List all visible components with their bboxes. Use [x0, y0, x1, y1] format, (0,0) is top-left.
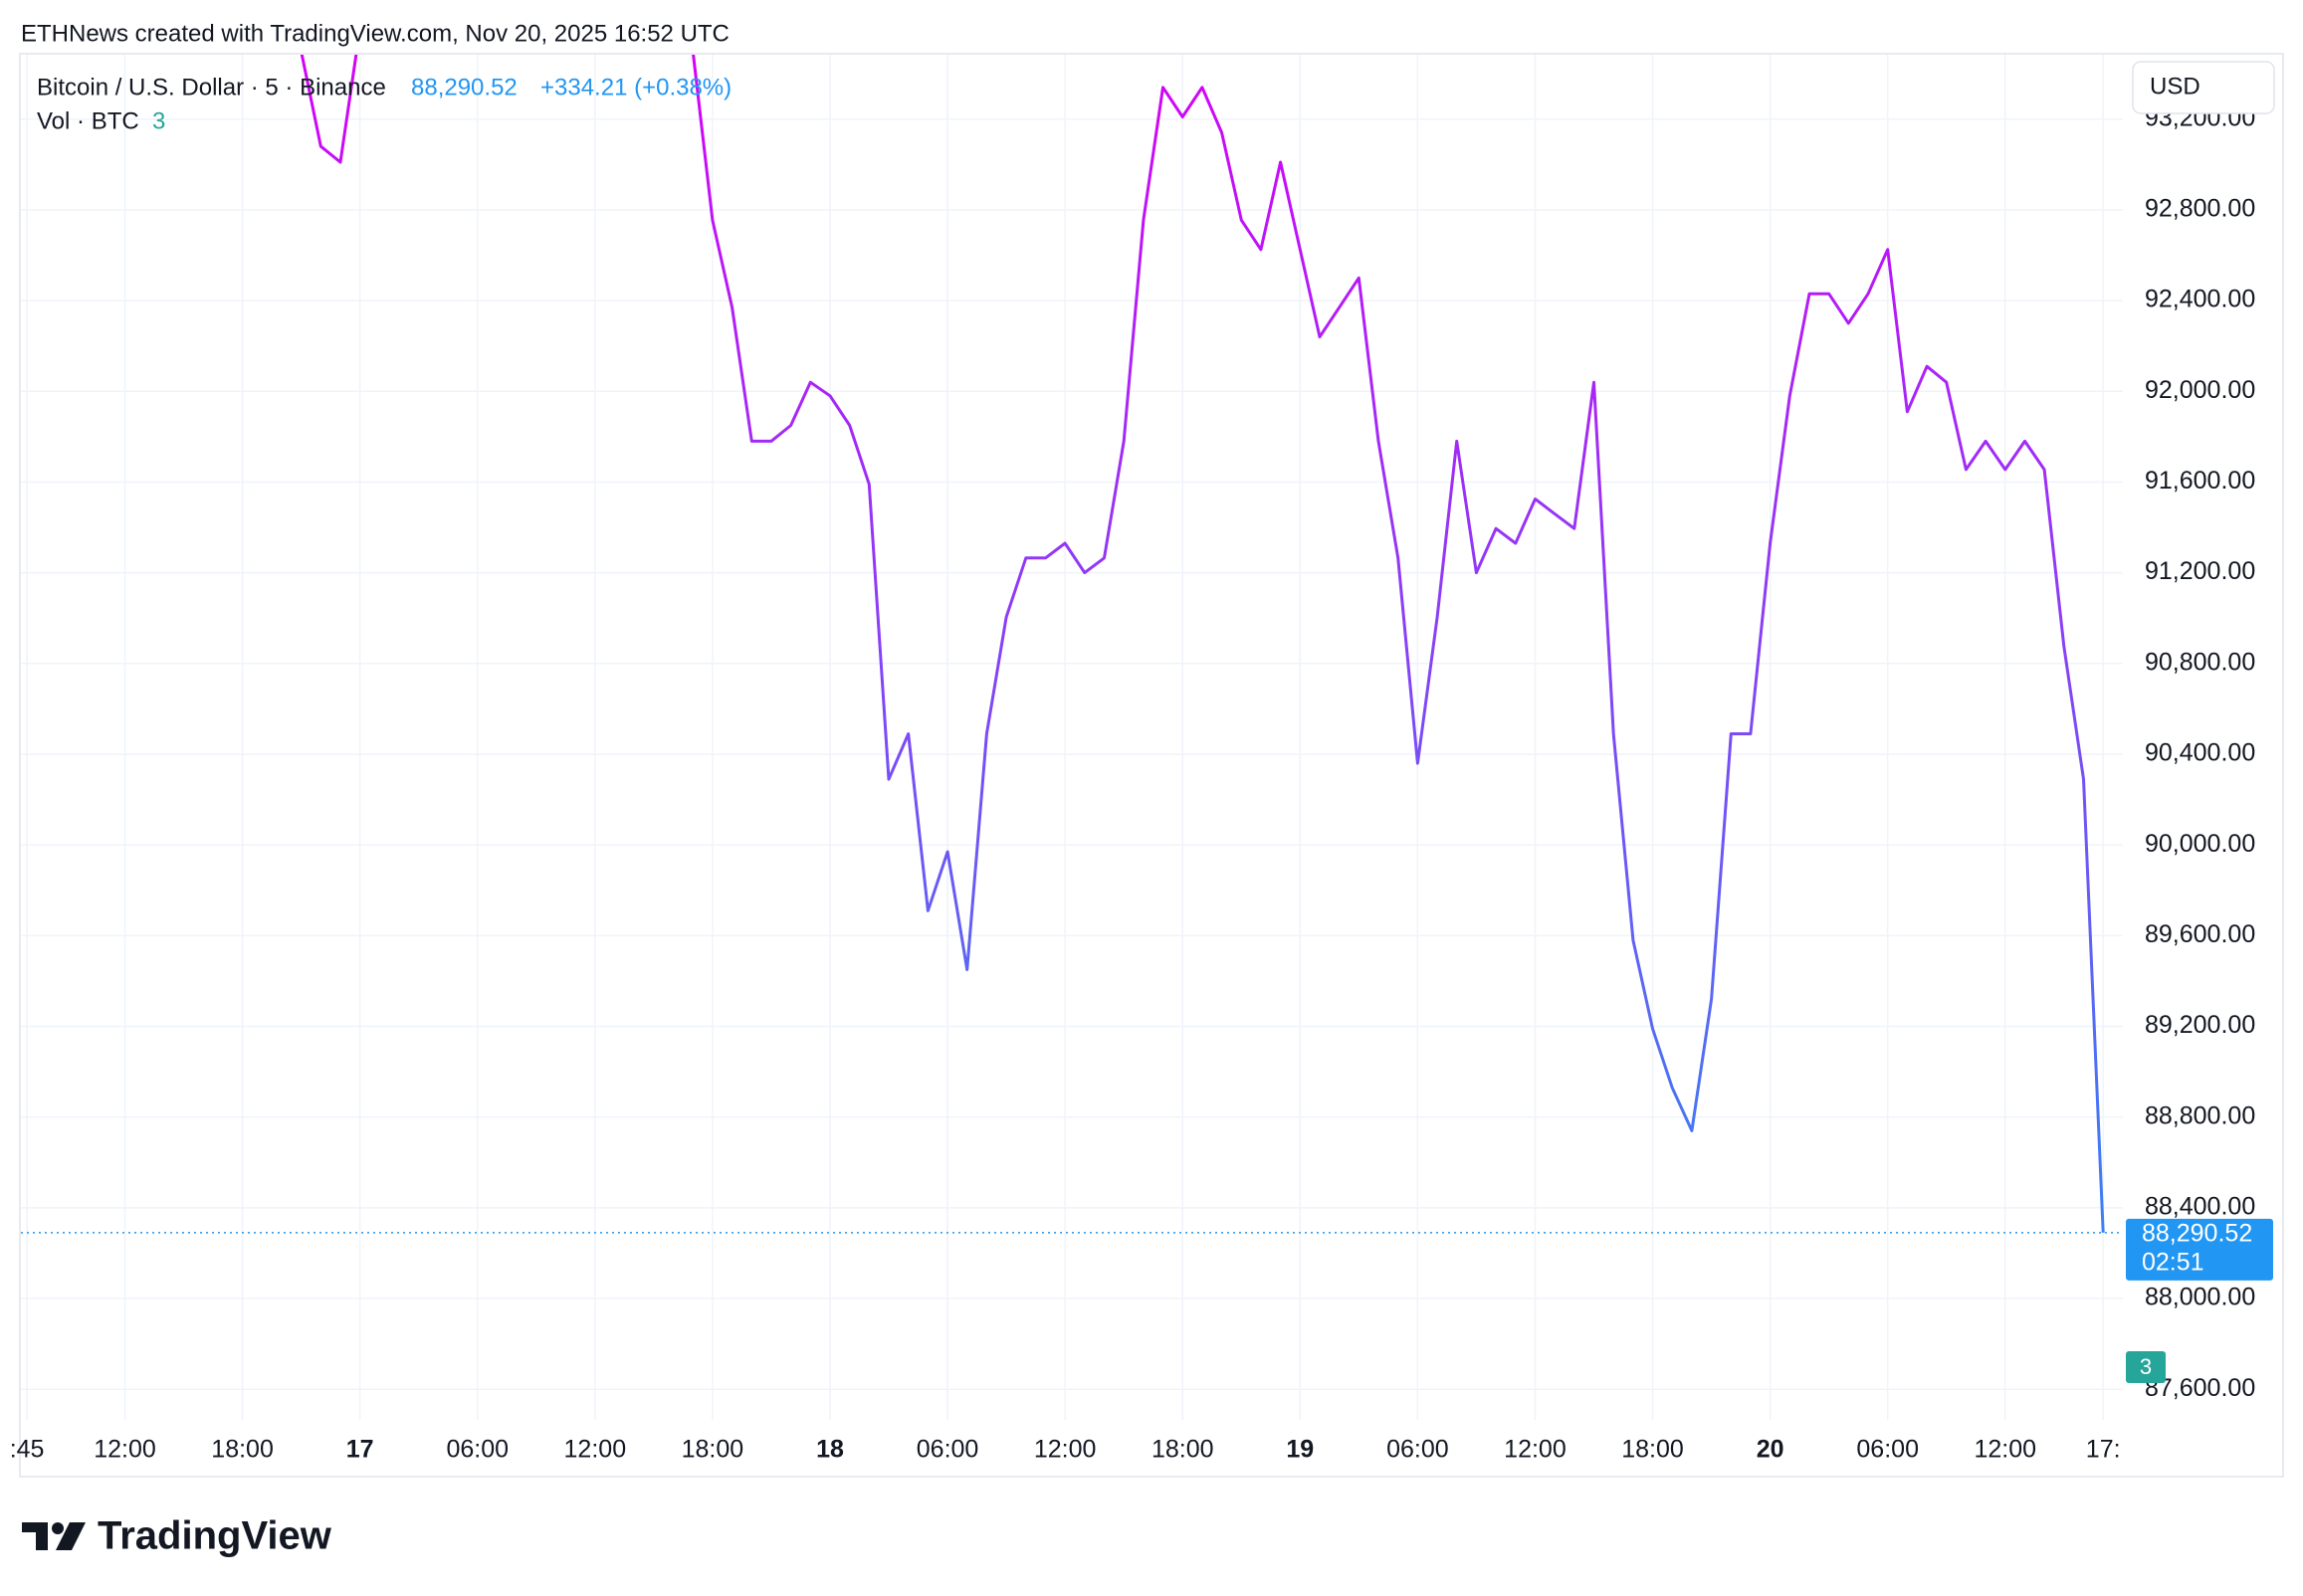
y-tick-label: 90,000.00: [2145, 830, 2255, 858]
legend-change: +334.21 (+0.38%): [540, 74, 732, 100]
symbol: Bitcoin / U.S. Dollar · 5 · Binance: [37, 74, 386, 100]
axes: 87,600.0088,000.0088,400.0088,800.0089,2…: [10, 103, 2273, 1464]
y-tick-label: 88,800.00: [2145, 1101, 2255, 1129]
y-tick-label: 92,400.00: [2145, 286, 2255, 313]
brand: TradingView: [98, 1514, 332, 1558]
plot: [300, 55, 2105, 1233]
x-tick-label: 06:00: [1386, 1436, 1449, 1464]
x-tick-label: 17: [346, 1436, 374, 1464]
countdown: 02:51: [2142, 1248, 2204, 1276]
x-tick-label: 18:00: [1152, 1436, 1214, 1464]
volume-badge: [2126, 1351, 2166, 1383]
brand-logo: [22, 1522, 86, 1550]
x-tick-label: 18:00: [682, 1436, 744, 1464]
volume-legend-value: 3: [152, 107, 165, 134]
y-tick-label: 90,400.00: [2145, 739, 2255, 767]
y-tick-label: 88,400.00: [2145, 1192, 2255, 1220]
x-tick-label: 12:00: [1504, 1436, 1567, 1464]
x-tick-label: 12:00: [1034, 1436, 1097, 1464]
x-tick-label: 17:: [2086, 1436, 2121, 1464]
currency[interactable]: USD: [2150, 73, 2200, 100]
y-tick-label: 88,000.00: [2145, 1284, 2255, 1311]
y-tick-label: 92,800.00: [2145, 195, 2255, 223]
y-tick-label: 92,000.00: [2145, 376, 2255, 404]
x-tick-label: 20: [1757, 1436, 1784, 1464]
x-tick-label: :45: [10, 1436, 45, 1464]
x-tick-label: 18:00: [211, 1436, 274, 1464]
x-tick-label: 06:00: [446, 1436, 509, 1464]
x-tick-label: 19: [1286, 1436, 1314, 1464]
x-tick-label: 06:00: [1856, 1436, 1919, 1464]
volume-badge-value: 3: [2140, 1354, 2152, 1379]
volume-legend: Vol · BTC: [37, 107, 139, 134]
currency-button[interactable]: [2132, 61, 2275, 114]
x-tick-label: 12:00: [564, 1436, 627, 1464]
y-tick-label: 90,800.00: [2145, 648, 2255, 676]
x-tick-label: 06:00: [917, 1436, 979, 1464]
y-tick-label: 91,600.00: [2145, 467, 2255, 495]
x-tick-label: 18: [816, 1436, 844, 1464]
y-tick-label: 89,200.00: [2145, 1011, 2255, 1039]
x-tick-label: 18:00: [1621, 1436, 1684, 1464]
price-line: [300, 55, 2105, 1233]
y-tick-label: 91,200.00: [2145, 557, 2255, 585]
chart-frame: [19, 53, 2284, 1478]
grid: [21, 55, 2123, 1420]
last-price-label: 88,290.52: [2142, 1219, 2252, 1247]
x-tick-label: 12:00: [1974, 1436, 2036, 1464]
y-tick-label: 89,600.00: [2145, 920, 2255, 948]
legend-price: 88,290.52: [411, 74, 518, 100]
last-price-box: [2126, 1218, 2273, 1281]
x-tick-label: 12:00: [94, 1436, 156, 1464]
chart-title: ETHNews created with TradingView.com, No…: [21, 20, 730, 47]
